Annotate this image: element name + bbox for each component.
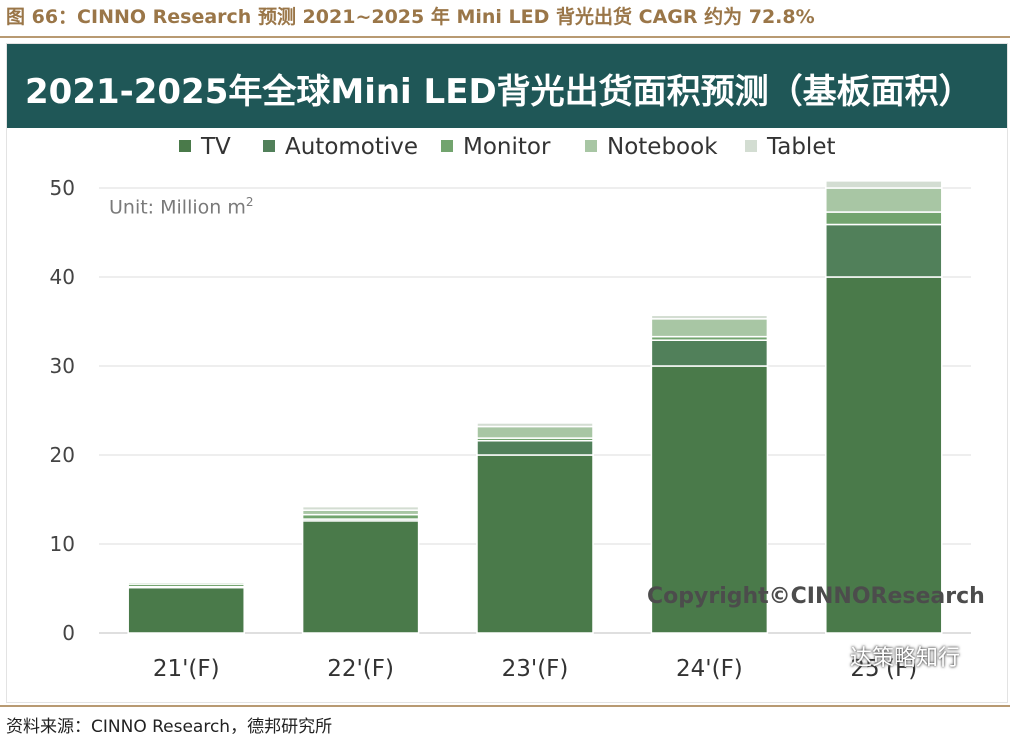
chart-title-bar: 2021-2025年全球Mini LED背光出货面积预测（基板面积） [7,44,1007,128]
legend-swatch-automotive [263,139,275,152]
bar-tv-0 [127,586,245,634]
legend-label-tablet: Tablet [767,134,836,160]
bar-automotive-3 [650,339,769,367]
legend-item-tv: TV [179,134,231,160]
unit-label-text: Unit: Million m [109,196,246,219]
legend-swatch-monitor [441,139,453,152]
legend-swatch-tv [179,139,191,152]
y-tick-label-1: 10 [50,532,75,556]
y-tick-label-3: 30 [50,354,75,378]
legend-label-tv: TV [201,134,231,160]
bar-automotive-2 [476,440,594,456]
bar-tv-1 [301,520,420,634]
watermark: 达策略知行 [850,646,961,671]
y-tick-label-2: 20 [50,443,75,467]
legend-item-tablet: Tablet [745,134,836,160]
bar-tablet-3 [650,314,769,320]
bar-tv-4 [825,276,943,634]
bar-notebook-2 [476,425,594,439]
legend-item-notebook: Notebook [585,134,718,160]
bar-tablet-4 [825,180,943,189]
y-tick-label-5: 50 [50,176,75,200]
bar-tablet-0 [127,580,245,584]
bar-tablet-1 [301,505,420,511]
bar-automotive-4 [825,223,943,278]
legend-swatch-tablet [745,139,757,152]
legend-label-automotive: Automotive [285,134,419,160]
caption-divider [0,36,1010,38]
x-tick-label-2: 23'(F) [502,656,569,682]
figure-caption: 图 66：CINNO Research 预测 2021~2025 年 Mini … [6,6,815,28]
bar-monitor-4 [825,211,943,226]
chart-plot: 0 10 20 30 40 50 21'(F) 22'(F) 23'(F) 24'(F) 25'(F… [50,176,971,682]
legend-swatch-notebook [585,139,597,152]
x-tick-label-0: 21'(F) [153,656,220,682]
source-divider [0,705,1010,707]
chart-legend: TV Automotive Monitor Notebook Tablet [177,134,877,164]
bar-tv-3 [650,365,769,634]
y-tick-label-4: 40 [50,265,75,289]
x-tick-label-3: 24'(F) [676,656,743,682]
x-tick-label-4: 25'(F) [850,656,917,682]
y-tick-label-0: 0 [62,621,75,645]
legend-label-monitor: Monitor [463,134,551,160]
x-tick-label-1: 22'(F) [327,656,394,682]
unit-label-sup: 2 [245,195,254,209]
copyright-label: Copyright©CINNOResearch [647,584,985,609]
legend-item-automotive: Automotive [263,134,418,160]
bar-notebook-3 [650,318,769,338]
bar-tv-2 [476,454,594,634]
chart-title: 2021-2025年全球Mini LED背光出货面积预测（基板面积） [25,72,973,112]
bar-tablet-2 [476,422,594,428]
bar-notebook-4 [825,187,943,213]
legend-label-notebook: Notebook [607,134,718,160]
source-note: 资料来源：CINNO Research，德邦研究所 [6,717,333,737]
chart-panel: 2021-2025年全球Mini LED背光出货面积预测（基板面积） TV Au… [6,43,1008,703]
unit-label: Unit: Million m2 [109,195,253,218]
legend-item-monitor: Monitor [441,134,550,160]
